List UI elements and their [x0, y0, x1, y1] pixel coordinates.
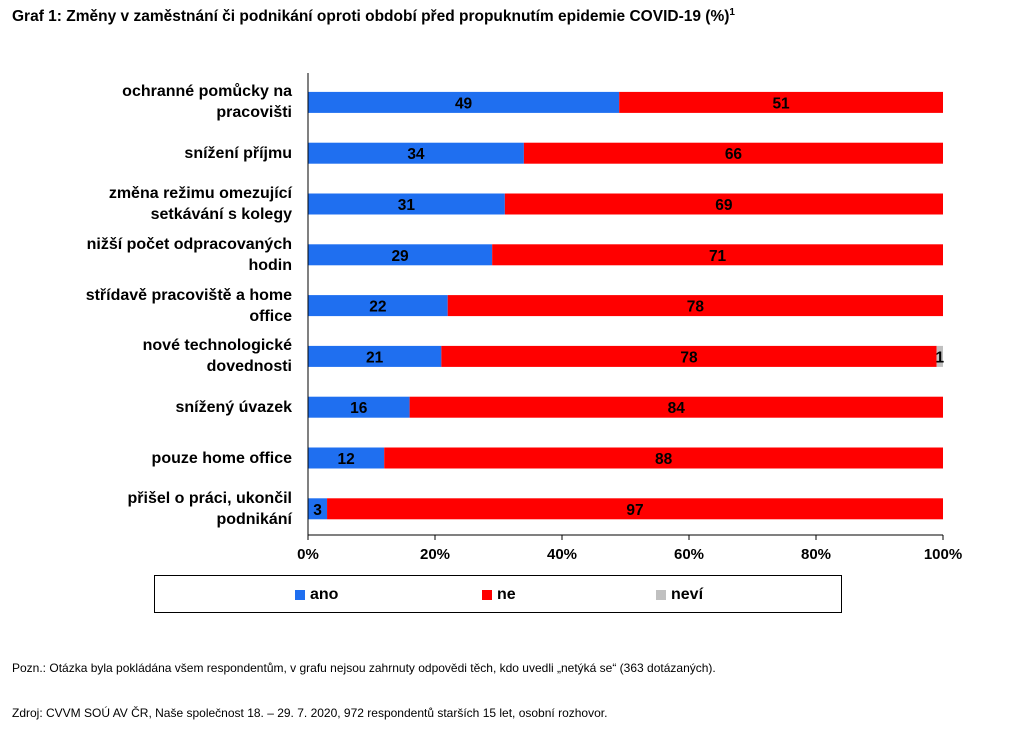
bar-ano-2: [308, 193, 505, 215]
bar-label-ne-8: 97: [626, 502, 643, 519]
bar-neví-5: [936, 345, 943, 367]
bar-label-ne-7: 88: [655, 451, 673, 468]
x-tick-label: 20%: [420, 546, 450, 563]
legend-swatch-nevi: [656, 590, 666, 600]
x-tick-label: 40%: [547, 546, 577, 563]
bar-ano-6: [308, 396, 410, 418]
bar-ne-0: [619, 91, 943, 113]
bar-label-ne-4: 78: [687, 299, 705, 316]
bar-label-ano-3: 29: [391, 248, 409, 265]
legend-label-nevi: neví: [671, 586, 704, 603]
category-label-line: setkávání s kolegy: [150, 206, 292, 223]
chart-title: Graf 1: Změny v zaměstnání či podnikání …: [12, 7, 735, 26]
category-label-line: dovednosti: [206, 358, 292, 376]
bar-label-ano-7: 12: [337, 451, 354, 468]
x-tick-label: 100%: [924, 546, 962, 563]
bar-label-ne-0: 51: [772, 95, 790, 112]
bar-label-ano-1: 34: [407, 146, 425, 163]
category-label-line: hodin: [248, 256, 292, 274]
bar-label-ne-1: 66: [725, 146, 743, 163]
category-label-line: pouze home office: [151, 449, 292, 467]
category-label-line: přišel o práci, ukončil: [127, 489, 293, 507]
bar-ano-5: [308, 345, 442, 367]
category-label-line: office: [249, 307, 292, 325]
bar-ne-3: [492, 244, 943, 266]
bar-ano-0: [308, 91, 620, 113]
legend-label-ano: ano: [310, 586, 339, 603]
footnote: Pozn.: Otázka byla pokládána všem respon…: [12, 661, 716, 675]
bar-ano-7: [308, 447, 385, 469]
category-label-line: střídavě pracoviště a home: [85, 286, 292, 304]
category-label: střídavě pracoviště a home office: [30, 285, 292, 327]
category-label: změna režimu omezující setkávání s kolegy: [30, 183, 292, 225]
bar-label-neví-5: 1: [936, 349, 945, 366]
legend-label-ne: ne: [497, 586, 516, 603]
bar-ano-4: [308, 295, 448, 317]
legend-item-ano: ano: [295, 586, 338, 604]
bar-label-ne-3: 71: [709, 248, 727, 265]
category-label-line: změna režimu omezující: [108, 185, 292, 202]
category-label-line: podnikání: [216, 510, 292, 528]
bar-label-ne-2: 69: [715, 197, 733, 214]
category-label-line: pracovišti: [216, 104, 292, 122]
bar-ano-3: [308, 244, 493, 266]
bar-ne-4: [447, 295, 943, 317]
bar-ano-8: [308, 498, 328, 520]
category-label-line: nové technologické: [142, 337, 292, 355]
bar-label-ne-5: 78: [680, 349, 698, 366]
chart-legend: ano ne neví: [154, 575, 842, 613]
bar-ne-6: [409, 396, 944, 418]
category-label: pouze home office: [30, 448, 292, 469]
bar-ne-8: [327, 498, 943, 520]
category-label-line: snížení příjmu: [184, 144, 292, 162]
bar-label-ano-2: 31: [398, 197, 416, 214]
category-label: ochranné pomůcky na pracovišti: [30, 81, 292, 123]
category-label-line: ochranné pomůcky na: [122, 83, 292, 101]
category-label-line: nižší počet odpracovaných: [86, 235, 292, 253]
chart-title-text: Graf 1: Změny v zaměstnání či podnikání …: [12, 8, 730, 26]
legend-item-nevi: neví: [656, 586, 703, 604]
bar-ne-5: [441, 345, 937, 367]
stacked-bar-chart: 49 51 34 66 31 69 29 71 22 78 21 78 1 16 84 12 88 3 97 0% 20…: [297, 73, 962, 563]
bar-label-ano-0: 49: [455, 95, 473, 112]
bar-label-ano-8: 3: [313, 502, 322, 519]
bar-label-ano-4: 22: [369, 299, 386, 316]
legend-swatch-ne: [482, 590, 492, 600]
legend-item-ne: ne: [482, 586, 516, 604]
x-tick-label: 80%: [801, 546, 831, 563]
category-label: nižší počet odpracovaných hodin: [30, 234, 292, 276]
bar-ne-7: [384, 447, 943, 469]
bar-label-ano-6: 16: [350, 400, 368, 417]
bar-label-ne-6: 84: [668, 400, 686, 417]
category-label: snížený úvazek: [30, 397, 293, 418]
category-label-line: snížený úvazek: [175, 398, 293, 416]
category-label: snížení příjmu: [30, 143, 292, 164]
bar-label-ano-5: 21: [366, 349, 384, 366]
category-label: přišel o práci, ukončil podnikání: [30, 488, 293, 530]
bar-ne-1: [523, 142, 943, 164]
title-footnote-mark: 1: [729, 7, 735, 18]
x-tick-label: 60%: [674, 546, 704, 563]
legend-swatch-ano: [295, 590, 305, 600]
bar-ano-1: [308, 142, 524, 164]
bar-ne-2: [504, 193, 943, 215]
source-note: Zdroj: CVVM SOÚ AV ČR, Naše společnost 1…: [12, 706, 608, 720]
category-label: nové technologické dovednosti: [30, 335, 292, 377]
x-tick-label: 0%: [297, 546, 319, 563]
